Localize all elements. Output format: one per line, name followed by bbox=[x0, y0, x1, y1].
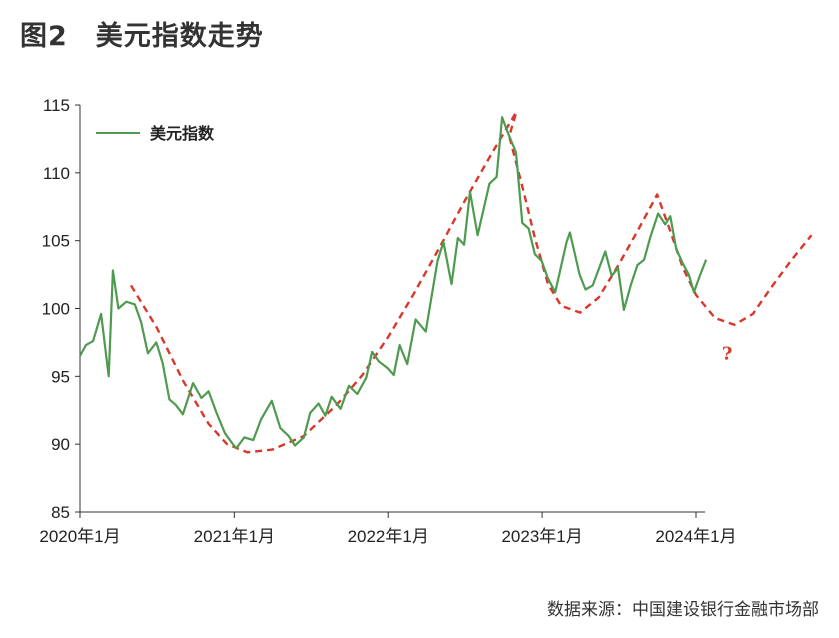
x-tick-label: 2023年1月 bbox=[501, 527, 582, 546]
dollar-index-chart: 85 90 95 100 105 110 115 2020年1月 2021年1月 2022年1月… bbox=[39, 96, 813, 546]
y-tick-label: 90 bbox=[51, 435, 70, 454]
legend: 美元指数 bbox=[96, 124, 215, 143]
y-tick-label: 85 bbox=[51, 503, 70, 522]
x-tick-labels: 2020年1月 2021年1月 2022年1月 2023年1月 2024年1月 bbox=[39, 527, 736, 546]
y-tick-label: 100 bbox=[42, 300, 70, 319]
trend-layer bbox=[129, 110, 813, 454]
y-tick-label: 105 bbox=[42, 232, 70, 251]
x-tick-label: 2022年1月 bbox=[348, 527, 429, 546]
y-tick-labels: 85 90 95 100 105 110 115 bbox=[42, 96, 70, 522]
y-tick-label: 95 bbox=[51, 367, 70, 386]
series-layer bbox=[79, 116, 708, 450]
data-source-note: 数据来源：中国建设银行金融市场部 bbox=[547, 600, 819, 620]
legend-label: 美元指数 bbox=[150, 124, 215, 143]
y-tick-label: 115 bbox=[43, 96, 70, 115]
chart-axes bbox=[75, 104, 705, 518]
y-tick-label: 110 bbox=[43, 164, 70, 183]
x-tick-label: 2021年1月 bbox=[194, 527, 275, 546]
figure-title: 图2 美元指数走势 bbox=[20, 21, 264, 52]
x-tick-label: 2020年1月 bbox=[39, 527, 120, 546]
question-mark-annotation: ? bbox=[722, 343, 733, 364]
x-tick-label: 2024年1月 bbox=[655, 527, 736, 546]
trend-dashed-line bbox=[129, 110, 813, 454]
annotation-layer: ? bbox=[722, 343, 733, 364]
series-line-dollar-index bbox=[79, 116, 708, 450]
